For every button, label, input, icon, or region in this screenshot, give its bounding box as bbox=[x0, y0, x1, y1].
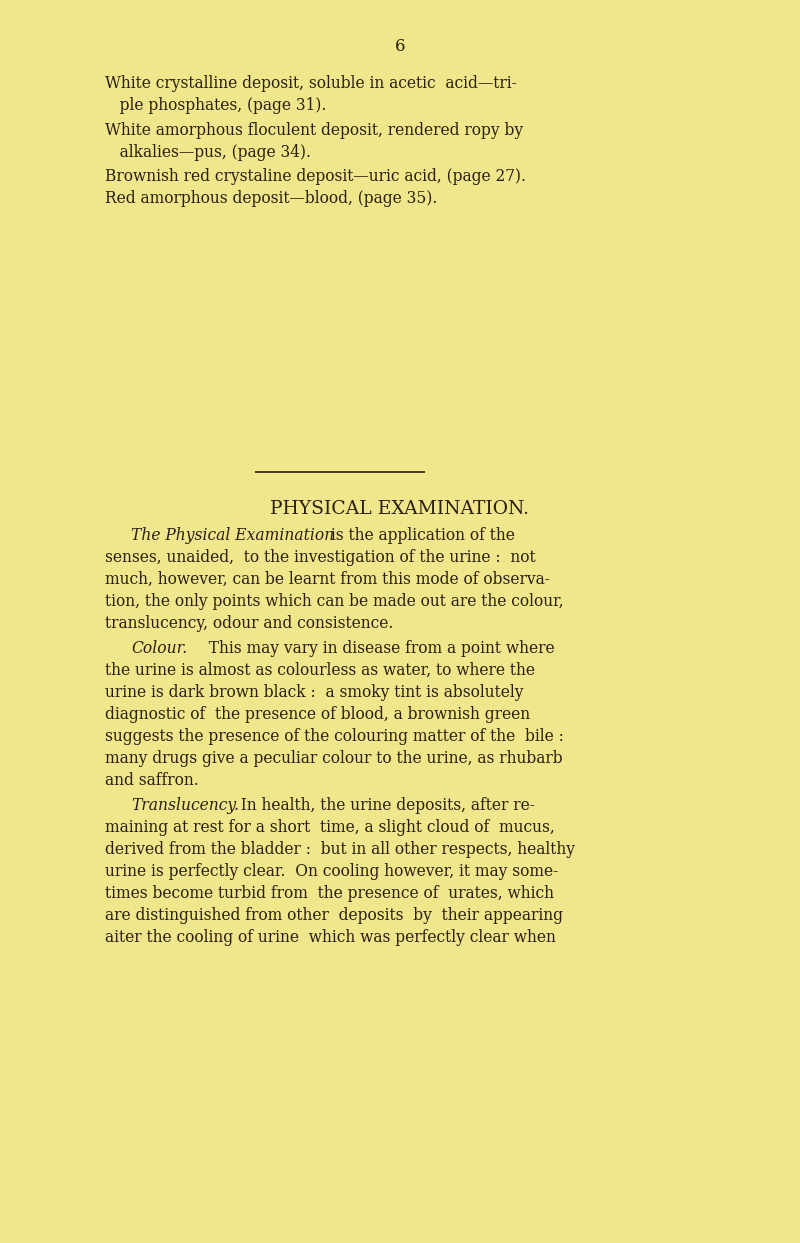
Text: much, however, can be learnt from this mode of observa-: much, however, can be learnt from this m… bbox=[105, 571, 550, 588]
Text: aiter the cooling of urine  which was perfectly clear when: aiter the cooling of urine which was per… bbox=[105, 929, 556, 946]
Text: The Physical Examination: The Physical Examination bbox=[131, 527, 334, 544]
Text: In health, the urine deposits, after re-: In health, the urine deposits, after re- bbox=[231, 797, 535, 814]
Text: many drugs give a peculiar colour to the urine, as rhubarb: many drugs give a peculiar colour to the… bbox=[105, 750, 562, 767]
Text: alkalies—pus, (page 34).: alkalies—pus, (page 34). bbox=[105, 144, 311, 162]
Text: 6: 6 bbox=[394, 39, 406, 55]
Text: Colour.: Colour. bbox=[131, 640, 187, 658]
Text: PHYSICAL EXAMINATION.: PHYSICAL EXAMINATION. bbox=[270, 500, 530, 518]
Text: is the application of the: is the application of the bbox=[326, 527, 515, 544]
Text: are distinguished from other  deposits  by  their appearing: are distinguished from other deposits by… bbox=[105, 907, 563, 924]
Text: urine is perfectly clear.  On cooling however, it may some-: urine is perfectly clear. On cooling how… bbox=[105, 863, 558, 880]
Text: suggests the presence of the colouring matter of the  bile :: suggests the presence of the colouring m… bbox=[105, 728, 564, 745]
Text: White crystalline deposit, soluble in acetic  acid—tri-: White crystalline deposit, soluble in ac… bbox=[105, 75, 517, 92]
Text: tion, the only points which can be made out are the colour,: tion, the only points which can be made … bbox=[105, 593, 564, 610]
Text: Red amorphous deposit—blood, (page 35).: Red amorphous deposit—blood, (page 35). bbox=[105, 190, 438, 208]
Text: Translucency.: Translucency. bbox=[131, 797, 239, 814]
Text: White amorphous floculent deposit, rendered ropy by: White amorphous floculent deposit, rende… bbox=[105, 122, 523, 139]
Text: and saffron.: and saffron. bbox=[105, 772, 198, 789]
Text: urine is dark brown black :  a smoky tint is absolutely: urine is dark brown black : a smoky tint… bbox=[105, 684, 523, 701]
Text: diagnostic of  the presence of blood, a brownish green: diagnostic of the presence of blood, a b… bbox=[105, 706, 530, 723]
Text: Brownish red crystaline deposit—uric acid, (page 27).: Brownish red crystaline deposit—uric aci… bbox=[105, 168, 526, 185]
Text: times become turbid from  the presence of  urates, which: times become turbid from the presence of… bbox=[105, 885, 554, 902]
Text: ple phosphates, (page 31).: ple phosphates, (page 31). bbox=[105, 97, 326, 114]
Text: This may vary in disease from a point where: This may vary in disease from a point wh… bbox=[199, 640, 554, 658]
Text: translucency, odour and consistence.: translucency, odour and consistence. bbox=[105, 615, 394, 631]
Text: senses, unaided,  to the investigation of the urine :  not: senses, unaided, to the investigation of… bbox=[105, 549, 536, 566]
Text: maining at rest for a short  time, a slight cloud of  mucus,: maining at rest for a short time, a slig… bbox=[105, 819, 554, 837]
Text: derived from the bladder :  but in all other respects, healthy: derived from the bladder : but in all ot… bbox=[105, 842, 575, 858]
Text: the urine is almost as colourless as water, to where the: the urine is almost as colourless as wat… bbox=[105, 663, 535, 679]
